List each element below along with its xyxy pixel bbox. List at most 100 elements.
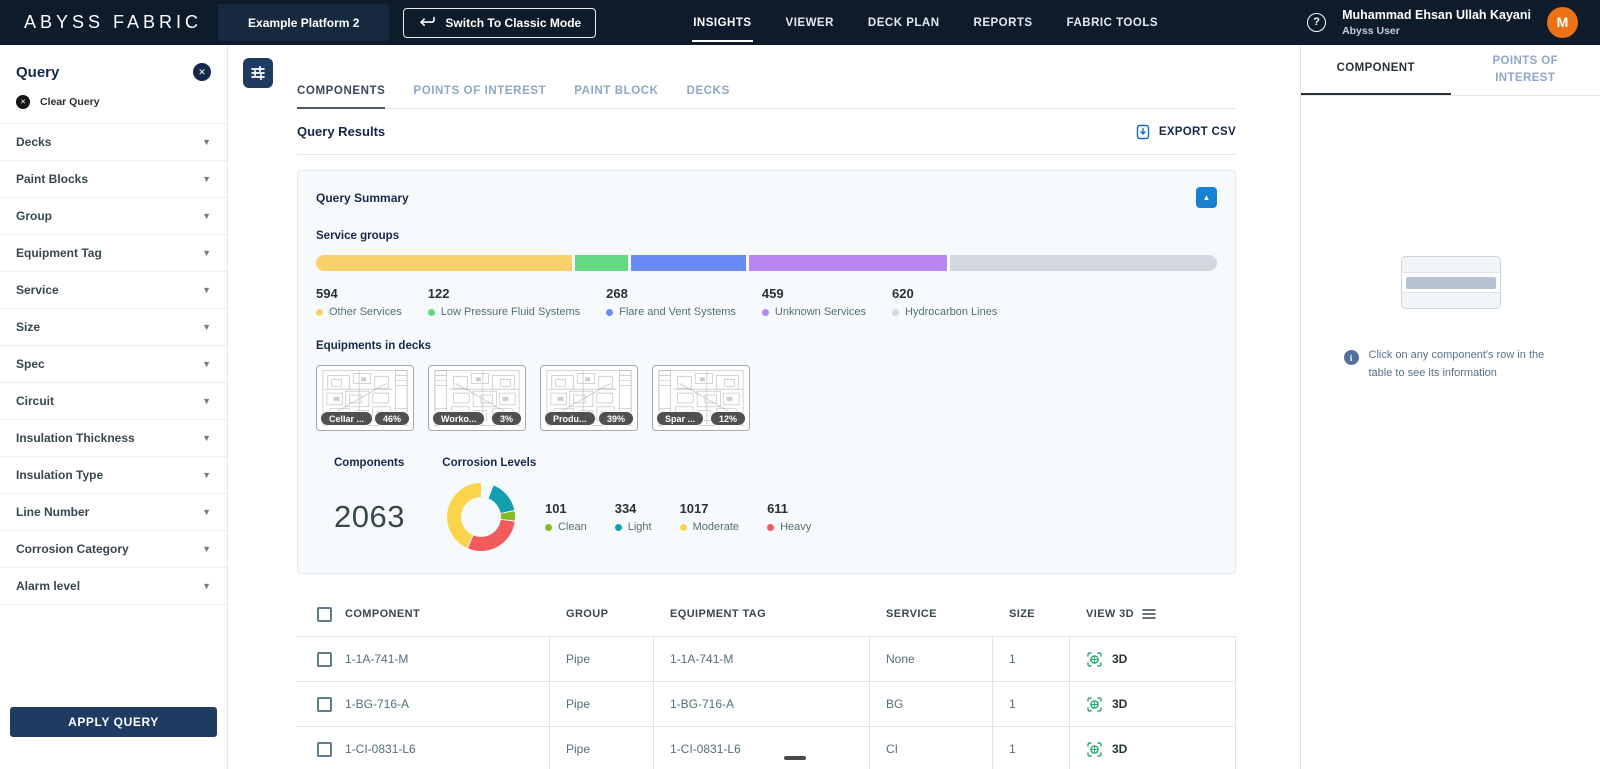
cell-service: None [870, 637, 993, 681]
user-role: Abyss User [1342, 24, 1400, 37]
chevron-down-icon: ▼ [202, 211, 211, 221]
table-row[interactable]: 1-1A-741-M Pipe 1-1A-741-M None 1 3D [297, 636, 1236, 681]
legend-label: Heavy [780, 521, 812, 533]
legend-item: 268 Flare and Vent Systems [606, 286, 736, 318]
bar-segment [316, 255, 572, 271]
view-3d-button[interactable]: 3D [1070, 637, 1236, 681]
view-3d-button[interactable]: 3D [1070, 727, 1236, 769]
filter-line-number[interactable]: Line Number ▼ [0, 494, 227, 531]
cell-equipment-tag: 1-BG-716-A [654, 682, 870, 726]
filter-service[interactable]: Service ▼ [0, 272, 227, 309]
detail-tab-points-of-interest[interactable]: POINTS OF INTEREST [1492, 54, 1559, 84]
select-all-checkbox[interactable] [317, 606, 332, 622]
cell-component: 1-BG-716-A [345, 697, 410, 711]
view-3d-button[interactable]: 3D [1070, 682, 1236, 726]
filter-equipment-tag[interactable]: Equipment Tag ▼ [0, 235, 227, 272]
table-row[interactable]: 1-BG-716-A Pipe 1-BG-716-A BG 1 3D [297, 681, 1236, 726]
avatar[interactable]: M [1547, 6, 1578, 38]
cell-component: 1-CI-0831-L6 [345, 742, 416, 756]
filter-decks[interactable]: Decks ▼ [0, 124, 227, 161]
chevron-down-icon: ▼ [202, 285, 211, 295]
legend-item: 334 Light [614, 501, 652, 533]
row-checkbox[interactable] [317, 651, 332, 667]
deck-percentage-badge: 12% [709, 411, 746, 426]
collapse-summary-button[interactable]: ▲ [1196, 187, 1217, 208]
filter-insulation-type[interactable]: Insulation Type ▼ [0, 457, 227, 494]
deck-name-badge: Cellar ... [320, 411, 374, 426]
col-size: SIZE [1009, 608, 1036, 620]
legend-value: 1017 [679, 501, 709, 516]
col-view-3d: VIEW 3D [1086, 608, 1135, 620]
filter-insulation-thickness[interactable]: Insulation Thickness ▼ [0, 420, 227, 457]
legend-value: 620 [892, 286, 914, 301]
legend-value: 268 [606, 286, 628, 301]
chevron-down-icon: ▼ [202, 544, 211, 554]
toggle-filters-button[interactable] [243, 58, 273, 88]
filter-corrosion-category[interactable]: Corrosion Category ▼ [0, 531, 227, 568]
filter-circuit[interactable]: Circuit ▼ [0, 383, 227, 420]
switch-classic-mode-button[interactable]: Switch To Classic Mode [403, 7, 597, 38]
query-summary-title: Query Summary [316, 190, 409, 205]
app-logo: ABYSS FABRIC [24, 12, 203, 32]
tab-paint-block[interactable]: PAINT BLOCK [574, 85, 659, 97]
cell-component: 1-1A-741-M [345, 652, 409, 666]
cell-group: Pipe [550, 682, 654, 726]
filter-paint-blocks[interactable]: Paint Blocks ▼ [0, 161, 227, 198]
deck-thumbnail[interactable]: Spar ... 12% [652, 365, 750, 431]
nav-item-viewer[interactable]: VIEWER [785, 16, 834, 29]
legend-dot [892, 308, 900, 316]
export-csv-button[interactable]: EXPORT CSV [1135, 124, 1236, 140]
legend-dot [544, 523, 552, 531]
legend-value: 334 [614, 501, 637, 516]
top-bar: ABYSS FABRIC Example Platform 2 Switch T… [0, 0, 1600, 45]
row-checkbox[interactable] [317, 741, 332, 757]
filter-spec[interactable]: Spec ▼ [0, 346, 227, 383]
legend-label: Low Pressure Fluid Systems [440, 306, 581, 318]
view-3d-icon [1087, 741, 1102, 757]
deck-thumbnail[interactable]: Worko... 3% [428, 365, 526, 431]
help-icon[interactable]: ? [1307, 12, 1327, 32]
deck-thumbnail[interactable]: Cellar ... 46% [316, 365, 414, 431]
table-header-row: COMPONENT GROUP EQUIPMENT TAG SERVICE SI… [297, 592, 1236, 636]
tab-components[interactable]: COMPONENTS [297, 85, 386, 109]
bar-segment [949, 255, 1217, 271]
chevron-down-icon: ▼ [202, 137, 211, 147]
row-checkbox[interactable] [317, 696, 332, 712]
column-settings-list-icon[interactable] [1142, 608, 1156, 620]
legend-label: Flare and Vent Systems [619, 306, 736, 318]
query-panel-title: Query [16, 63, 60, 81]
filter-size[interactable]: Size ▼ [0, 309, 227, 346]
view-3d-label: 3D [1112, 697, 1128, 711]
chevron-down-icon: ▼ [202, 322, 211, 332]
deck-thumbnail[interactable]: Produ... 39% [540, 365, 638, 431]
close-query-panel-icon[interactable]: ✕ [193, 63, 211, 81]
table-row[interactable]: 1-CI-0831-L6 Pipe 1-CI-0831-L6 CI 1 3D [297, 726, 1236, 769]
nav-item-deck-plan[interactable]: DECK PLAN [867, 16, 940, 29]
legend-value: 101 [544, 501, 567, 516]
tab-points-of-interest[interactable]: POINTS OF INTEREST [413, 85, 547, 97]
horizontal-scrollbar-thumb[interactable] [784, 756, 806, 760]
view-3d-label: 3D [1112, 742, 1128, 756]
filter-alarm-level[interactable]: Alarm level ▼ [0, 568, 227, 605]
equipments-in-decks-label: Equipments in decks [316, 340, 432, 352]
platform-selector-button[interactable]: Example Platform 2 [218, 4, 390, 41]
apply-query-button[interactable]: APPLY QUERY [10, 707, 217, 737]
detail-tab-component[interactable]: COMPONENT [1301, 45, 1451, 95]
deck-name-badge: Worko... [432, 411, 486, 426]
main-content: COMPONENTS POINTS OF INTEREST PAINT BLOCK D… [228, 45, 1300, 769]
filter-group[interactable]: Group ▼ [0, 198, 227, 235]
results-title: Query Results [297, 124, 386, 139]
nav-item-insights[interactable]: INSIGHTS [692, 11, 753, 42]
nav-item-reports[interactable]: REPORTS [973, 16, 1033, 29]
service-groups-legend: 594 Other Services 122 Low Pressure Flui… [316, 286, 1217, 318]
components-total: 2063 [334, 499, 405, 534]
corrosion-levels-label: Corrosion Levels [442, 457, 537, 469]
nav-item-fabric-tools[interactable]: FABRIC TOOLS [1066, 16, 1159, 29]
legend-item: 1017 Moderate [679, 501, 739, 533]
cell-service: BG [870, 682, 993, 726]
tab-decks[interactable]: DECKS [686, 85, 730, 97]
legend-label: Other Services [329, 306, 402, 318]
top-navigation: INSIGHTS VIEWER DECK PLAN REPORTS FABRIC TOO… [692, 11, 1159, 42]
clear-query-button[interactable]: ✕ Clear Query [0, 91, 227, 123]
legend-item: 101 Clean [544, 501, 587, 533]
